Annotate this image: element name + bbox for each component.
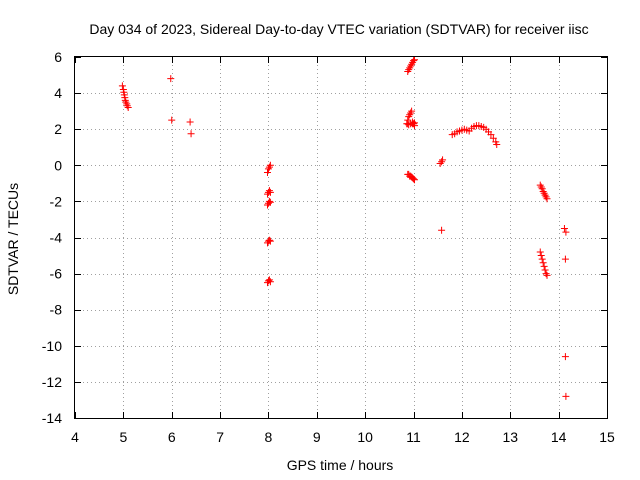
data-point — [439, 156, 447, 164]
y-tick-label: -6 — [50, 266, 63, 282]
data-point — [411, 119, 419, 127]
grid-lines — [75, 57, 607, 418]
y-tick-label: -10 — [42, 338, 62, 354]
data-point — [118, 82, 126, 90]
data-points — [118, 56, 570, 400]
data-point — [410, 57, 418, 65]
data-point — [124, 104, 132, 112]
data-point — [263, 169, 271, 177]
data-point — [487, 131, 495, 139]
y-tick-labels: 6 4 2 0 -2 -4 -6 -8 -10 -12 -14 — [42, 49, 62, 426]
data-point — [186, 118, 194, 126]
data-point — [405, 113, 413, 121]
data-point — [266, 161, 274, 169]
data-point — [407, 62, 415, 70]
y-tick-label: 2 — [54, 121, 62, 137]
data-point — [560, 224, 568, 232]
data-point — [543, 195, 551, 203]
data-point — [539, 187, 547, 195]
y-tick-label: -14 — [42, 410, 62, 426]
data-point — [265, 187, 273, 195]
data-point — [542, 193, 550, 201]
data-point — [539, 259, 547, 267]
x-tick-label: 11 — [406, 429, 421, 445]
data-point — [122, 98, 130, 106]
x-tick-label: 10 — [357, 429, 373, 445]
data-point — [561, 255, 569, 263]
data-point — [436, 159, 444, 167]
data-point — [541, 266, 549, 274]
y-tick-label: -4 — [50, 230, 63, 246]
x-axis-label: GPS time / hours — [287, 457, 394, 473]
x-tick-labels: 4 5 6 7 8 9 10 11 12 13 14 15 — [71, 429, 615, 445]
data-point — [438, 226, 446, 234]
data-point — [543, 271, 551, 279]
data-point — [404, 67, 412, 75]
data-point — [537, 252, 545, 260]
data-point — [493, 141, 501, 149]
data-point — [266, 198, 274, 206]
data-point — [266, 188, 274, 196]
data-point — [538, 255, 546, 263]
data-point — [411, 56, 419, 64]
data-point — [408, 107, 416, 115]
x-tick-label: 5 — [119, 429, 127, 445]
y-tick-label: -8 — [50, 302, 63, 318]
axis-ticks — [75, 57, 608, 419]
data-point — [540, 262, 548, 270]
data-point — [266, 278, 274, 286]
x-tick-label: 4 — [71, 429, 79, 445]
data-point — [167, 75, 175, 83]
data-point — [265, 236, 273, 244]
data-point — [562, 228, 570, 236]
y-tick-label: 0 — [54, 157, 62, 173]
data-point — [489, 134, 497, 142]
data-point — [537, 183, 545, 191]
chart-title: Day 034 of 2023, Sidereal Day-to-day VTE… — [89, 21, 588, 37]
data-point — [406, 111, 414, 119]
y-axis-label: SDTVAR / TECUs — [5, 183, 21, 295]
data-point — [265, 276, 273, 284]
x-tick-label: 13 — [502, 429, 518, 445]
data-point — [536, 181, 544, 189]
data-point — [408, 60, 416, 68]
data-point — [168, 116, 176, 124]
data-point — [542, 270, 550, 278]
y-tick-label: -12 — [42, 374, 62, 390]
y-tick-label: 4 — [54, 85, 62, 101]
data-point — [561, 353, 569, 361]
x-tick-label: 15 — [599, 429, 615, 445]
x-tick-label: 7 — [216, 429, 224, 445]
x-tick-label: 14 — [551, 429, 567, 445]
data-point — [406, 64, 414, 72]
data-point — [540, 189, 548, 197]
data-point — [541, 191, 549, 199]
data-point — [438, 158, 446, 166]
data-point — [536, 248, 544, 256]
data-point — [265, 197, 273, 205]
data-point — [187, 130, 195, 138]
data-point — [411, 176, 419, 184]
y-tick-label: -2 — [50, 193, 63, 209]
data-point — [263, 190, 271, 198]
data-point — [562, 392, 570, 400]
x-tick-label: 9 — [313, 429, 321, 445]
data-point — [123, 102, 131, 110]
data-point — [405, 66, 413, 74]
data-point — [264, 165, 272, 173]
x-tick-label: 12 — [454, 429, 470, 445]
y-tick-label: 6 — [54, 49, 62, 65]
data-point — [410, 175, 418, 183]
data-point — [407, 109, 415, 117]
data-point — [265, 163, 273, 171]
x-tick-label: 8 — [265, 429, 273, 445]
data-point — [266, 237, 274, 245]
plot-frame — [74, 56, 608, 419]
x-tick-label: 6 — [168, 429, 176, 445]
